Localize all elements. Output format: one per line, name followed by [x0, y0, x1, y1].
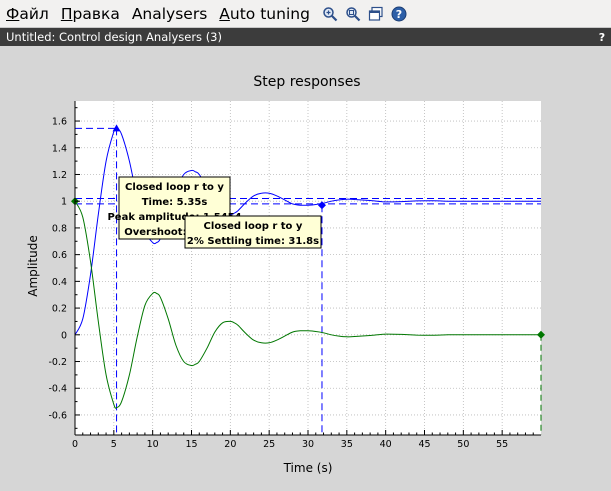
x-tick-label: 50: [457, 439, 469, 450]
series-line-2: [74, 200, 541, 409]
peak-annotation-line: Overshoot: 54.5%: [124, 227, 225, 238]
window-help-button[interactable]: ?: [598, 30, 606, 44]
x-tick-label: 5: [111, 439, 117, 450]
help-icon[interactable]: ?: [390, 5, 408, 23]
y-tick-label: 0.2: [52, 304, 67, 315]
y-tick-label: 0.6: [52, 250, 67, 261]
y-tick-label: 0: [61, 330, 67, 341]
settling-annotation-box: [184, 215, 322, 249]
zoom-in-icon[interactable]: [321, 5, 339, 23]
x-tick-label: 25: [263, 439, 275, 450]
window-icon[interactable]: [367, 5, 385, 23]
x-tick-label: 15: [185, 439, 197, 450]
y-axis-label: Amplitude: [26, 235, 40, 297]
x-tick-label: 35: [341, 439, 353, 450]
y-tick-label: 1.2: [52, 170, 67, 181]
settling-annotation-line: 2% Settling time: 31.8s: [187, 236, 319, 247]
window-title-bar: Untitled: Control design Analysers (3) ?: [0, 28, 611, 46]
y-tick-label: 1.4: [52, 143, 67, 154]
point-marker: [317, 201, 326, 210]
y-tick-label: 1: [61, 197, 67, 208]
peak-annotation-line: Peak amplitude: 1.5454: [107, 212, 241, 223]
peak-annotation-line: Time: 5.35s: [142, 197, 208, 208]
figure-area: Step responses Time (s) Amplitude 0 5 10 15…: [0, 46, 611, 487]
x-axis-label: Time (s): [283, 461, 333, 475]
x-tick-label: 0: [72, 439, 78, 450]
settling-annotation: Closed loop r to y 2% Settling time: 31.8…: [184, 215, 322, 249]
menu-bar: Файл Правка Analysers Auto tuning ?: [0, 0, 611, 28]
point-marker: [537, 330, 545, 339]
x-tick-label: 55: [496, 439, 508, 450]
zoom-fit-icon[interactable]: [344, 5, 362, 23]
y-tick-label: 1.6: [52, 117, 67, 128]
window-title: Untitled: Control design Analysers (3): [6, 30, 222, 44]
y-tick-label: -0.6: [48, 410, 67, 421]
x-tick-label: 20: [224, 439, 236, 450]
step-response-chart[interactable]: Step responses Time (s) Amplitude 0 5 10 15…: [0, 46, 611, 487]
y-tick-label: -0.2: [48, 357, 67, 368]
x-tick-label: 45: [418, 439, 430, 450]
menu-file[interactable]: Файл: [6, 4, 49, 23]
svg-text:?: ?: [396, 8, 402, 21]
plot-area: [75, 101, 541, 435]
settling-annotation-line: Closed loop r to y: [204, 221, 303, 232]
y-tick-label: 0.4: [52, 277, 67, 288]
x-tick-label: 10: [147, 439, 159, 450]
menu-edit[interactable]: Правка: [60, 4, 120, 23]
y-tick-label: -0.4: [48, 384, 67, 395]
x-tick-label: 30: [302, 439, 314, 450]
menu-analysers[interactable]: Analysers: [131, 4, 208, 23]
chart-title: Step responses: [253, 74, 360, 90]
peak-marker: [112, 124, 121, 132]
x-tick-label: 40: [380, 439, 392, 450]
peak-annotation-line: Closed loop r to y: [125, 182, 224, 193]
menu-auto-tuning[interactable]: Auto tuning: [219, 4, 310, 23]
y-tick-label: 0.8: [52, 223, 67, 234]
